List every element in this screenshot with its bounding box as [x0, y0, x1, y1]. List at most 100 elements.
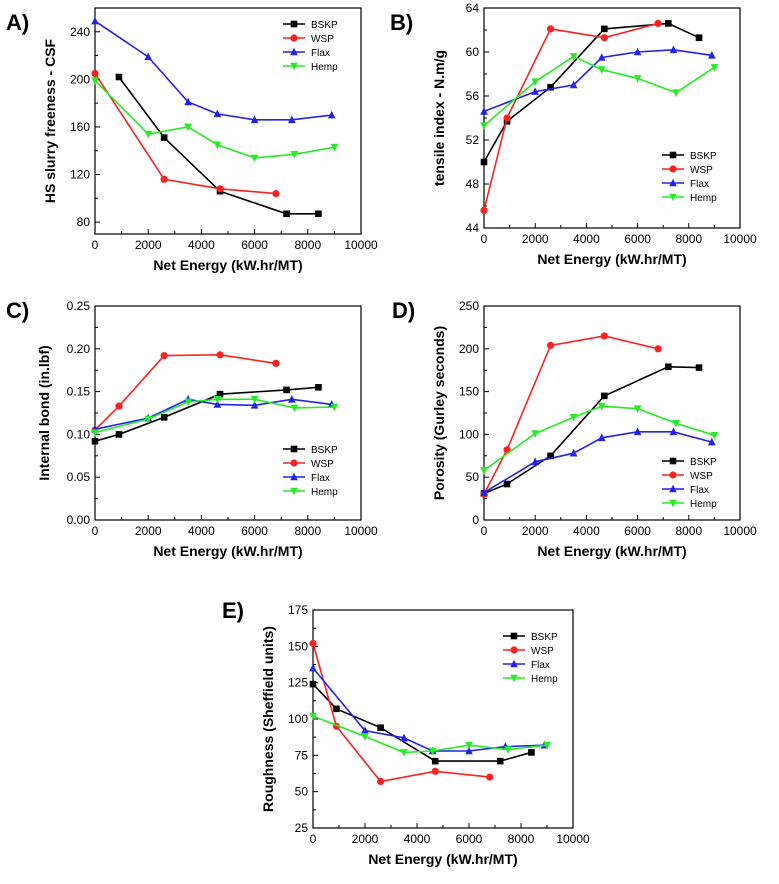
y-tick-label: 25: [295, 821, 309, 835]
series-line: [94, 398, 332, 431]
x-axis-title: Net Energy (kW.hr/MT): [368, 851, 517, 867]
data-point: [708, 51, 716, 59]
legend-marker: [669, 178, 677, 187]
data-point: [600, 332, 608, 340]
legend-marker: [510, 659, 518, 668]
data-point: [283, 386, 290, 394]
data-point: [569, 80, 578, 89]
data-point: [115, 431, 123, 438]
data-point: [361, 726, 369, 734]
legend-label: WSP: [531, 646, 554, 657]
data-point: [250, 154, 259, 163]
y-tick-label: 0.00: [67, 513, 91, 527]
data-point: [480, 158, 488, 166]
x-tick-label: 0: [92, 238, 99, 252]
y-tick-label: 80: [77, 215, 91, 229]
data-point: [480, 467, 488, 475]
data-point: [465, 741, 473, 750]
data-point: [184, 97, 192, 106]
y-tick-label: 100: [459, 427, 479, 441]
series-bskp: [480, 363, 703, 497]
data-point: [708, 437, 716, 446]
legend-label: WSP: [690, 471, 713, 482]
data-point: [654, 345, 662, 353]
series-line: [94, 386, 319, 442]
x-tick-label: 6000: [241, 524, 268, 538]
legend-label: Hemp: [690, 499, 717, 510]
data-point: [480, 122, 488, 130]
data-point: [600, 34, 608, 42]
data-point: [601, 25, 608, 33]
data-point: [333, 705, 340, 713]
legend: BSKP WSP Flax Hemp: [283, 445, 338, 498]
legend-label: Hemp: [531, 674, 558, 685]
data-point: [216, 351, 224, 359]
data-point: [531, 87, 539, 95]
data-point: [547, 452, 554, 460]
x-tick-label: 4000: [573, 232, 600, 246]
x-tick-label: 2000: [135, 524, 162, 538]
y-tick-label: 125: [288, 676, 308, 690]
x-tick-label: 8000: [675, 524, 702, 538]
legend-label: BSKP: [690, 457, 717, 468]
legend-marker: [290, 445, 298, 453]
series-line: [312, 667, 545, 752]
data-point: [213, 109, 222, 118]
legend-label: WSP: [690, 165, 713, 176]
y-axis-title: Internal bond (in.lbf): [36, 345, 52, 480]
data-point: [283, 210, 290, 218]
data-point: [250, 115, 259, 124]
data-point: [250, 400, 259, 409]
legend: BSKP WSP Flax Hemp: [662, 457, 717, 510]
y-tick-label: 50: [466, 470, 480, 484]
data-point: [569, 413, 578, 422]
data-point: [91, 69, 99, 78]
legend-label: BSKP: [311, 445, 338, 456]
legend-marker: [510, 674, 518, 683]
data-point: [503, 114, 511, 122]
data-point: [144, 52, 152, 61]
x-tick-label: 6000: [624, 232, 651, 246]
series-flax: [91, 16, 336, 124]
legend: BSKP WSP Flax Hemp: [283, 20, 338, 73]
series-line: [483, 48, 712, 113]
y-tick-label: 0.15: [67, 385, 91, 399]
y-tick-label: 150: [288, 639, 308, 653]
x-tick-label: 0: [481, 232, 488, 246]
x-tick-label: 4000: [188, 238, 215, 252]
data-point: [144, 415, 152, 424]
data-point: [272, 189, 280, 198]
data-point: [654, 19, 662, 27]
data-point: [480, 488, 488, 496]
x-axis-title: Net Energy (kW.hr/MT): [153, 543, 302, 559]
data-point: [546, 25, 555, 33]
legend-label: Hemp: [311, 487, 338, 498]
series-line: [483, 430, 713, 494]
data-point: [213, 400, 222, 408]
data-point: [160, 175, 168, 183]
panel-letter: E): [222, 598, 244, 623]
data-point: [597, 53, 606, 61]
data-point: [315, 384, 322, 391]
x-tick-label: 10000: [556, 832, 590, 846]
series-line: [483, 22, 700, 163]
legend-label: Flax: [311, 473, 330, 484]
y-tick-label: 100: [288, 712, 308, 726]
y-tick-label: 52: [466, 133, 480, 147]
legend-label: Hemp: [690, 193, 717, 204]
x-tick-label: 4000: [404, 832, 431, 846]
data-point: [503, 480, 511, 488]
y-tick-label: 44: [466, 221, 480, 235]
legend-label: Hemp: [311, 62, 338, 73]
y-tick-label: 240: [70, 25, 90, 39]
y-tick-label: 75: [295, 748, 309, 762]
data-point: [633, 405, 642, 414]
legend-marker: [669, 471, 677, 479]
x-tick-label: 2000: [522, 524, 549, 538]
panel-letter: C): [6, 298, 29, 323]
data-point: [480, 206, 488, 214]
y-tick-label: 56: [466, 89, 480, 103]
data-point: [216, 390, 224, 398]
data-point: [486, 773, 494, 781]
